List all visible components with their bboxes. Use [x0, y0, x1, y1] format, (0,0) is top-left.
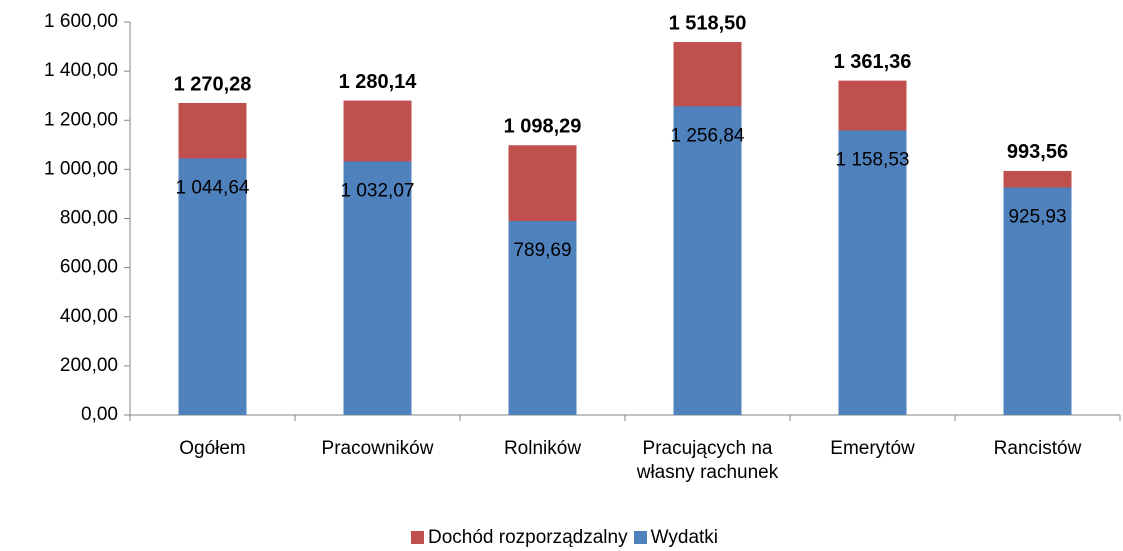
value-label: 1 158,53 — [836, 149, 910, 170]
x-tick-label: Emerytów — [830, 438, 915, 459]
x-tick-label: Pracujących na własny rachunek — [636, 438, 779, 483]
value-label: 1 256,84 — [671, 125, 745, 146]
value-label: 789,69 — [513, 240, 571, 261]
value-label: 1 280,14 — [339, 71, 418, 93]
bar — [508, 221, 577, 415]
x-tick-label: Rolników — [503, 438, 582, 459]
x-tick-label: Pracowników — [321, 438, 434, 459]
bar — [1003, 187, 1072, 415]
legend-label: Dochód rozporządzalny — [427, 527, 628, 548]
x-tick-label: Ogółem — [179, 438, 246, 459]
legend-swatch — [633, 531, 647, 544]
bar — [343, 161, 412, 415]
value-label: 1 044,64 — [176, 177, 250, 198]
y-tick-label: 400,00 — [60, 306, 118, 327]
y-tick-label: 600,00 — [60, 257, 118, 278]
bar — [673, 106, 742, 416]
legend-swatch — [410, 531, 424, 544]
y-tick-label: 1 400,00 — [44, 60, 118, 81]
bar — [178, 158, 247, 416]
y-tick-label: 1 000,00 — [44, 158, 118, 179]
bar — [838, 130, 907, 415]
value-label: 1 032,07 — [341, 181, 415, 202]
value-label: 1 518,50 — [669, 12, 747, 34]
y-tick-label: 1 200,00 — [44, 109, 118, 130]
y-tick-label: 200,00 — [60, 355, 118, 376]
value-label: 925,93 — [1008, 207, 1066, 228]
y-tick-label: 0,00 — [81, 404, 118, 425]
legend: Dochód rozporządzalny Wydatki — [0, 527, 1123, 549]
value-label: 1 270,28 — [174, 73, 252, 95]
value-label: 1 361,36 — [834, 51, 912, 73]
x-tick-label: Rancistów — [993, 438, 1082, 459]
y-tick-label: 1 600,00 — [44, 11, 118, 32]
value-label: 1 098,29 — [504, 116, 582, 138]
value-label: 993,56 — [1007, 141, 1068, 163]
y-tick-label: 800,00 — [60, 208, 118, 229]
legend-label: Wydatki — [650, 527, 719, 548]
